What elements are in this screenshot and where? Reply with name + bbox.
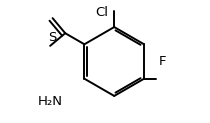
Text: F: F (159, 55, 166, 68)
Text: Cl: Cl (95, 6, 108, 19)
Text: H₂N: H₂N (38, 95, 63, 108)
Text: S: S (48, 31, 56, 44)
